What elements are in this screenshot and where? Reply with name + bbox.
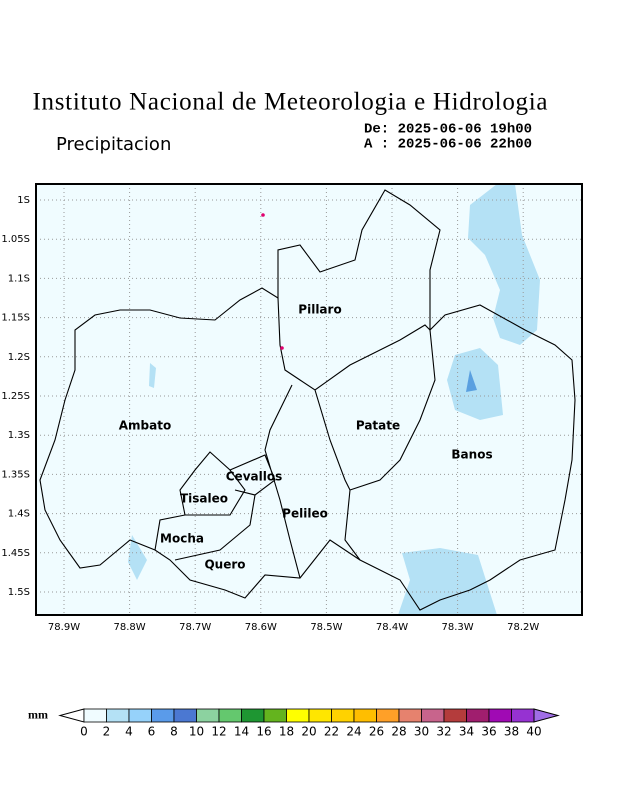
precip-area: [149, 363, 156, 388]
colorbar-label: 40: [526, 725, 541, 739]
x-tick-label: 78.5W: [310, 622, 342, 633]
region-label: Patate: [356, 419, 400, 433]
date-from: De: 2025-06-06 19h00: [364, 122, 532, 138]
colorbar-label: 26: [369, 725, 384, 739]
colorbar-label: 14: [234, 725, 249, 739]
y-tick-label: 1.45S: [1, 548, 30, 559]
colorbar-label: 34: [459, 725, 474, 739]
y-tick-label: 1.15S: [1, 313, 30, 324]
y-tick-label: 1.25S: [1, 391, 30, 402]
colorbar-label: 16: [256, 725, 271, 739]
colorbar-swatch: [286, 708, 310, 723]
y-tick-label: 1.2S: [8, 352, 30, 363]
colorbar-swatch: [83, 708, 107, 723]
colorbar-swatch: [196, 708, 220, 723]
colorbar-label: 24: [346, 725, 361, 739]
colorbar-swatch: [308, 708, 332, 723]
date-to: A : 2025-06-06 22h00: [364, 137, 532, 153]
colorbar-label: 36: [481, 725, 496, 739]
colorbar-swatch: [353, 708, 377, 723]
colorbar-over: [533, 708, 560, 723]
colorbar-label: 10: [189, 725, 204, 739]
x-tick-label: 78.4W: [376, 622, 408, 633]
colorbar-swatch: [128, 708, 152, 723]
title: Instituto Nacional de Meteorologia e Hid…: [33, 89, 548, 116]
colorbar-unit: mm: [28, 707, 48, 721]
colorbar-label: 2: [103, 725, 111, 739]
y-tick-label: 1.35S: [1, 469, 30, 480]
precip-area: [447, 348, 503, 420]
colorbar-label: 22: [324, 725, 339, 739]
colorbar-label: 20: [301, 725, 316, 739]
region-label: Pillaro: [298, 303, 341, 317]
colorbar-swatch: [331, 708, 355, 723]
x-tick-label: 78.6W: [245, 622, 277, 633]
y-tick-label: 1S: [17, 195, 30, 206]
colorbar-swatch: [398, 708, 422, 723]
region-label: Tisaleo: [180, 492, 228, 506]
precip-area: [128, 535, 147, 580]
colorbar-swatch: [466, 708, 490, 723]
colorbar-swatch: [376, 708, 400, 723]
station: [261, 213, 265, 217]
colorbar-swatch: [263, 708, 287, 723]
region-label: Ambato: [119, 419, 171, 433]
x-tick-label: 78.7W: [179, 622, 211, 633]
map: [35, 183, 583, 616]
colorbar-under: [58, 708, 85, 723]
x-tick-label: 78.8W: [114, 622, 146, 633]
y-tick-label: 1.3S: [8, 430, 30, 441]
station: [280, 346, 284, 350]
precip-area: [398, 548, 497, 615]
colorbar-label: 8: [170, 725, 178, 739]
x-tick-label: 78.3W: [442, 622, 474, 633]
region-label: Pelileo: [282, 507, 328, 521]
colorbar-swatch: [106, 708, 130, 723]
colorbar-swatch: [488, 708, 512, 723]
province-border: [39, 189, 576, 611]
colorbar-swatch: [218, 708, 242, 723]
region-label: Banos: [451, 448, 492, 462]
colorbar-label: 18: [279, 725, 294, 739]
colorbar-label: 38: [504, 725, 519, 739]
x-tick-label: 78.9W: [48, 622, 80, 633]
colorbar-swatch: [511, 708, 535, 723]
y-tick-label: 1.4S: [8, 509, 30, 520]
colorbar-swatch: [241, 708, 265, 723]
colorbar-label: 32: [436, 725, 451, 739]
precip-core: [466, 370, 477, 392]
colorbar-swatch: [421, 708, 445, 723]
colorbar-label: 30: [414, 725, 429, 739]
colorbar-swatch: [443, 708, 467, 723]
colorbar-label: 12: [211, 725, 226, 739]
canton-border: [154, 297, 436, 579]
region-label: Quero: [204, 558, 245, 572]
precip-area: [468, 184, 540, 345]
colorbar-label: 0: [80, 725, 88, 739]
colorbar-swatch: [151, 708, 175, 723]
colorbar-label: 6: [148, 725, 156, 739]
precip-areas: [128, 184, 540, 615]
y-tick-label: 1.1S: [8, 273, 30, 284]
region-label: Cevallos: [226, 470, 282, 484]
map-frame: [35, 183, 583, 616]
subtitle: Precipitacion: [56, 134, 171, 155]
y-tick-label: 1.05S: [1, 234, 30, 245]
y-tick-label: 1.5S: [8, 587, 30, 598]
colorbar-label: 4: [125, 725, 133, 739]
colorbar-swatch: [173, 708, 197, 723]
x-tick-label: 78.2W: [507, 622, 539, 633]
region-label: Mocha: [160, 532, 204, 546]
colorbar-label: 28: [391, 725, 406, 739]
